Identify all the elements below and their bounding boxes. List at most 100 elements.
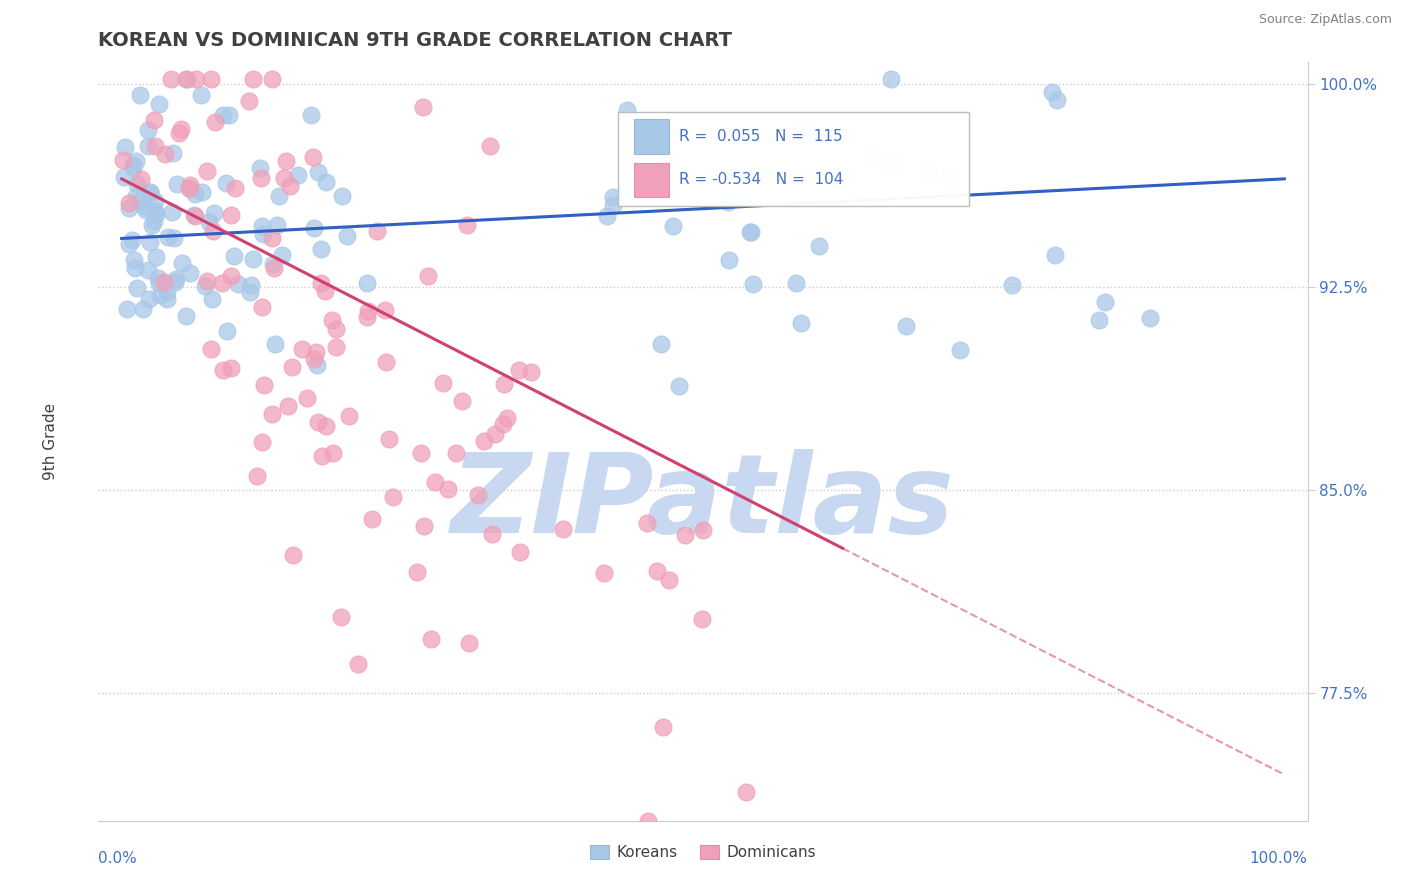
Point bbox=[314, 284, 336, 298]
Point bbox=[249, 161, 271, 175]
Point bbox=[204, 205, 226, 219]
Point bbox=[143, 204, 166, 219]
Point bbox=[276, 399, 298, 413]
Point bbox=[219, 209, 242, 223]
Point bbox=[211, 277, 233, 291]
Point bbox=[125, 189, 148, 203]
Point bbox=[263, 337, 285, 351]
Point bbox=[602, 190, 624, 204]
Point bbox=[406, 565, 429, 579]
Point bbox=[361, 512, 384, 526]
Point bbox=[692, 523, 714, 537]
Point bbox=[1139, 311, 1161, 326]
Point bbox=[495, 410, 517, 425]
Point bbox=[792, 120, 814, 135]
Point bbox=[125, 281, 148, 295]
Point bbox=[160, 71, 183, 86]
Point bbox=[309, 243, 332, 257]
Point bbox=[246, 469, 269, 483]
Point bbox=[457, 636, 479, 650]
Point bbox=[125, 177, 148, 191]
Point bbox=[467, 488, 489, 502]
Point bbox=[411, 446, 433, 460]
Point bbox=[302, 352, 325, 367]
Point bbox=[200, 71, 222, 86]
Point bbox=[484, 426, 506, 441]
Point bbox=[412, 519, 434, 533]
Point bbox=[1040, 85, 1063, 99]
Point bbox=[263, 260, 285, 275]
Point bbox=[1043, 247, 1066, 261]
Point bbox=[153, 276, 176, 290]
Point bbox=[149, 287, 172, 301]
Point bbox=[325, 322, 347, 336]
Point bbox=[170, 256, 193, 270]
Point bbox=[1094, 295, 1116, 310]
Point bbox=[250, 300, 273, 314]
Point bbox=[444, 446, 467, 460]
Point bbox=[738, 225, 761, 239]
Point bbox=[139, 235, 162, 250]
Point bbox=[474, 434, 496, 449]
Point bbox=[1000, 277, 1022, 292]
Point bbox=[157, 230, 180, 244]
Point bbox=[432, 376, 454, 390]
Point bbox=[735, 785, 758, 799]
Point bbox=[124, 260, 146, 275]
Point bbox=[652, 720, 675, 734]
Point bbox=[128, 194, 150, 208]
Point bbox=[250, 435, 273, 450]
Point bbox=[218, 108, 240, 122]
Point bbox=[239, 285, 262, 299]
Point bbox=[374, 302, 396, 317]
Point bbox=[740, 225, 762, 239]
Point bbox=[145, 207, 167, 221]
Point bbox=[717, 195, 740, 210]
Point bbox=[114, 140, 136, 154]
Point bbox=[741, 277, 763, 291]
Point bbox=[278, 178, 301, 193]
Point bbox=[520, 365, 543, 379]
Point bbox=[337, 409, 360, 424]
Point bbox=[785, 276, 807, 290]
Point bbox=[162, 205, 184, 219]
Point bbox=[115, 301, 138, 316]
Point bbox=[280, 359, 302, 374]
Point bbox=[162, 146, 184, 161]
Point bbox=[378, 432, 401, 446]
Point bbox=[305, 359, 328, 373]
Point bbox=[183, 209, 205, 223]
Point bbox=[1046, 93, 1069, 107]
Point bbox=[211, 363, 233, 377]
Point bbox=[202, 224, 225, 238]
Point bbox=[111, 153, 134, 168]
Point bbox=[204, 115, 226, 129]
Point bbox=[124, 153, 146, 168]
Point bbox=[176, 71, 198, 86]
Point bbox=[718, 252, 741, 267]
Point bbox=[266, 218, 288, 232]
Point bbox=[668, 379, 690, 393]
Point bbox=[183, 208, 205, 222]
Point bbox=[673, 528, 696, 542]
Point bbox=[136, 262, 159, 277]
Point bbox=[271, 248, 294, 262]
Point bbox=[195, 163, 218, 178]
Point bbox=[325, 340, 347, 354]
Point bbox=[212, 108, 235, 122]
Point bbox=[1088, 313, 1111, 327]
Point bbox=[215, 176, 238, 190]
Point bbox=[200, 343, 222, 357]
Point bbox=[274, 153, 297, 168]
Point bbox=[135, 202, 157, 217]
Point bbox=[481, 526, 503, 541]
Point bbox=[184, 187, 207, 202]
Point bbox=[894, 319, 917, 334]
Point bbox=[253, 378, 276, 392]
Point bbox=[295, 391, 318, 405]
Text: 0.0%: 0.0% bbox=[98, 851, 138, 866]
Text: 100.0%: 100.0% bbox=[1250, 851, 1308, 866]
Point bbox=[112, 169, 135, 184]
Point bbox=[179, 182, 201, 196]
Point bbox=[170, 122, 193, 136]
